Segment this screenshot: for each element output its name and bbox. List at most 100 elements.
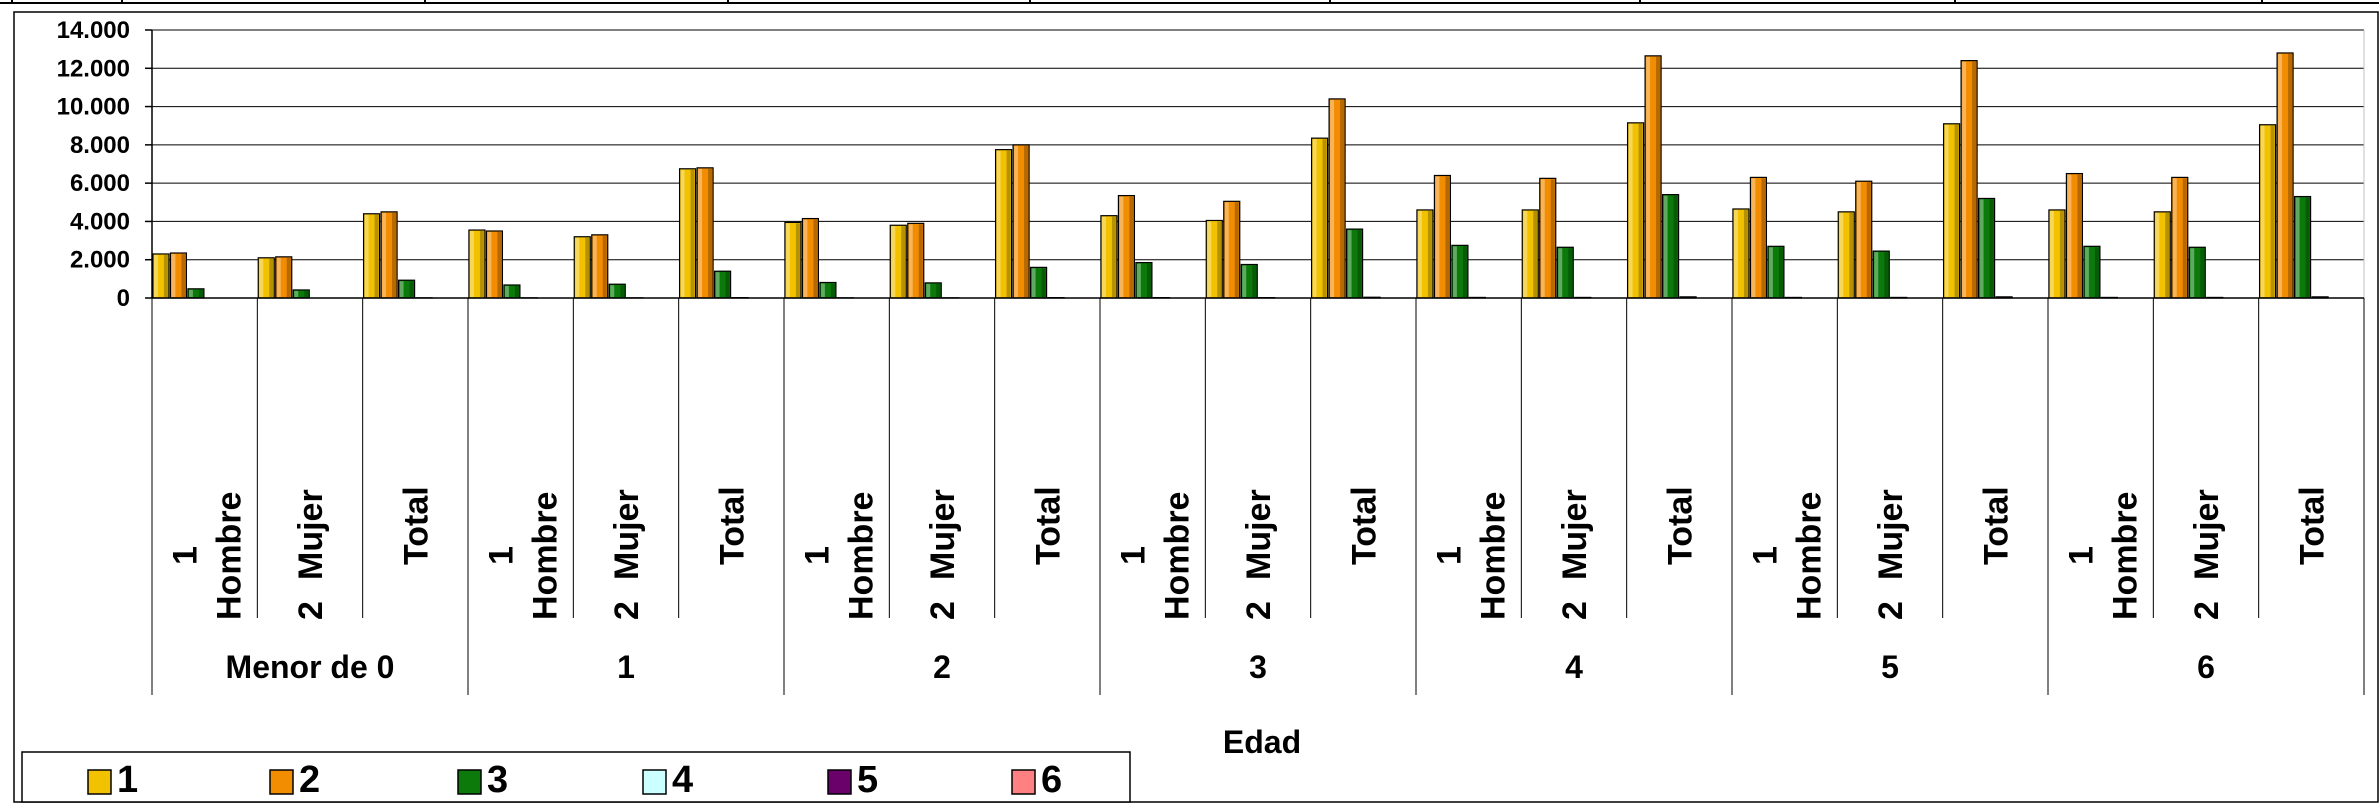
legend-label: 5 xyxy=(857,759,878,801)
bar-highlight xyxy=(1523,210,1528,297)
bar-shadow xyxy=(585,237,590,297)
bar-highlight xyxy=(1839,212,1844,297)
bar-shadow xyxy=(181,254,186,297)
bar-series-2 xyxy=(1433,174,1452,299)
bar-series-3 xyxy=(1872,250,1890,299)
bar-highlight xyxy=(294,290,299,297)
x-subcategory-line1: 2 xyxy=(1240,601,1278,620)
bar-shadow xyxy=(514,285,519,297)
bar-shadow xyxy=(620,285,625,297)
bar-shadow xyxy=(1849,212,1854,297)
bar-series-1 xyxy=(889,224,907,299)
x-subcategory-label: 1 Hombre xyxy=(167,492,249,620)
bar-shadow xyxy=(1357,230,1362,297)
legend-item-1: 1 xyxy=(87,759,138,801)
x-subcategory-line1: 2 xyxy=(1556,601,1594,620)
bar-series-2 xyxy=(380,211,398,299)
bar-shadow xyxy=(1550,179,1555,297)
bar-shadow xyxy=(1041,268,1046,297)
bar-highlight xyxy=(1962,61,1967,297)
x-subcategory-label: Total xyxy=(713,486,751,565)
bar-highlight xyxy=(996,150,1001,297)
bar-highlight xyxy=(592,235,597,297)
bar-series-1 xyxy=(1732,208,1750,299)
bar-shadow xyxy=(392,212,397,297)
bar-shadow xyxy=(374,214,379,297)
bar-highlight xyxy=(1979,199,1984,297)
bar-highlight xyxy=(1224,202,1229,297)
bar-highlight xyxy=(1347,230,1352,297)
bar-series-2 xyxy=(275,256,293,299)
x-subcategory-line2: Hombre xyxy=(1791,492,1829,620)
bar-highlight xyxy=(1856,182,1861,297)
x-subcategory-line2: Mujer xyxy=(1556,489,1594,580)
bar-shadow xyxy=(1234,202,1239,297)
bar-highlight xyxy=(1558,248,1563,297)
bar-series-3 xyxy=(1661,194,1680,299)
bar-highlight xyxy=(1014,145,1019,297)
bar-highlight xyxy=(891,226,896,297)
bar-series-1 xyxy=(468,229,486,299)
bar-shadow xyxy=(1217,221,1222,297)
bar-highlight xyxy=(171,254,176,297)
bar-series-1 xyxy=(1942,123,1961,299)
legend-label: 6 xyxy=(1041,759,1062,801)
x-subcategory-label: 1 Hombre xyxy=(1747,492,1829,620)
bar-shadow xyxy=(1656,56,1661,297)
legend-swatch xyxy=(642,769,667,795)
bar-series-2 xyxy=(2171,176,2189,299)
bar-series-3 xyxy=(397,279,416,299)
bar-highlight xyxy=(1136,263,1141,297)
legend-swatch xyxy=(457,769,482,795)
x-subcategory-label: Total xyxy=(397,486,435,565)
bar-shadow xyxy=(2200,248,2205,297)
bar-series-3 xyxy=(1977,197,1996,299)
bar-series-1 xyxy=(257,257,275,299)
x-subcategory-line2: Mujer xyxy=(1240,489,1278,580)
bar-shadow xyxy=(1866,182,1871,297)
bar-highlight xyxy=(2049,210,2054,297)
bar-shadow xyxy=(1972,61,1977,297)
x-axis: 1 Hombre 2 Mujer Total 1 Hombre 2 Mujer Total 1 Hom… xyxy=(151,298,2365,695)
bar-shadow xyxy=(936,283,941,297)
bar-series-1 xyxy=(1626,122,1645,299)
x-subcategory-line1: 1 xyxy=(167,546,205,565)
x-subcategory-label: 2 Mujer xyxy=(1556,489,1594,620)
bar-shadow xyxy=(1462,246,1467,297)
x-subcategory-line1: 2 xyxy=(608,601,646,620)
bar-shadow xyxy=(1743,209,1748,297)
legend: 1 2 3 4 5 6 xyxy=(21,751,1131,803)
bar-highlight xyxy=(1207,221,1212,297)
x-subcategory-label: Total xyxy=(1029,486,1067,565)
bar-highlight xyxy=(1874,252,1879,297)
bar-shadow xyxy=(2094,247,2099,297)
x-subcategory-label: 1 Hombre xyxy=(2063,492,2145,620)
bar-highlight xyxy=(188,289,193,297)
bar-series-3 xyxy=(187,288,205,299)
bar-series-3 xyxy=(819,281,837,299)
x-subcategory-line2: Hombre xyxy=(843,492,881,620)
legend-item-6: 6 xyxy=(1011,759,1062,801)
bar-highlight xyxy=(364,214,369,297)
y-tick-label: 2.000 xyxy=(70,247,130,274)
bar-shadow xyxy=(1111,216,1116,297)
bar-series-3 xyxy=(1767,245,1785,299)
bar-highlight xyxy=(575,237,580,297)
bar-series-2 xyxy=(907,222,925,299)
bar-series-2 xyxy=(2276,52,2294,299)
bar-series-2 xyxy=(1644,55,1662,299)
bar-series-2 xyxy=(2065,172,2084,299)
bar-highlight xyxy=(2278,53,2283,297)
x-subcategory-label: 2 Mujer xyxy=(292,489,330,620)
bar-highlight xyxy=(1452,246,1457,297)
bar-shadow xyxy=(725,272,730,297)
legend-label: 2 xyxy=(299,759,320,801)
x-group-label: Menor de 0 xyxy=(226,649,395,685)
bar-shadow xyxy=(286,257,291,297)
x-subcategory-line1: 1 xyxy=(1747,546,1785,565)
bar-series-1 xyxy=(1100,215,1118,299)
bar-highlight xyxy=(1751,178,1756,297)
legend-box xyxy=(21,751,1131,803)
bar-series-2 xyxy=(1960,60,1978,299)
y-tick-label: 6.000 xyxy=(70,170,130,197)
